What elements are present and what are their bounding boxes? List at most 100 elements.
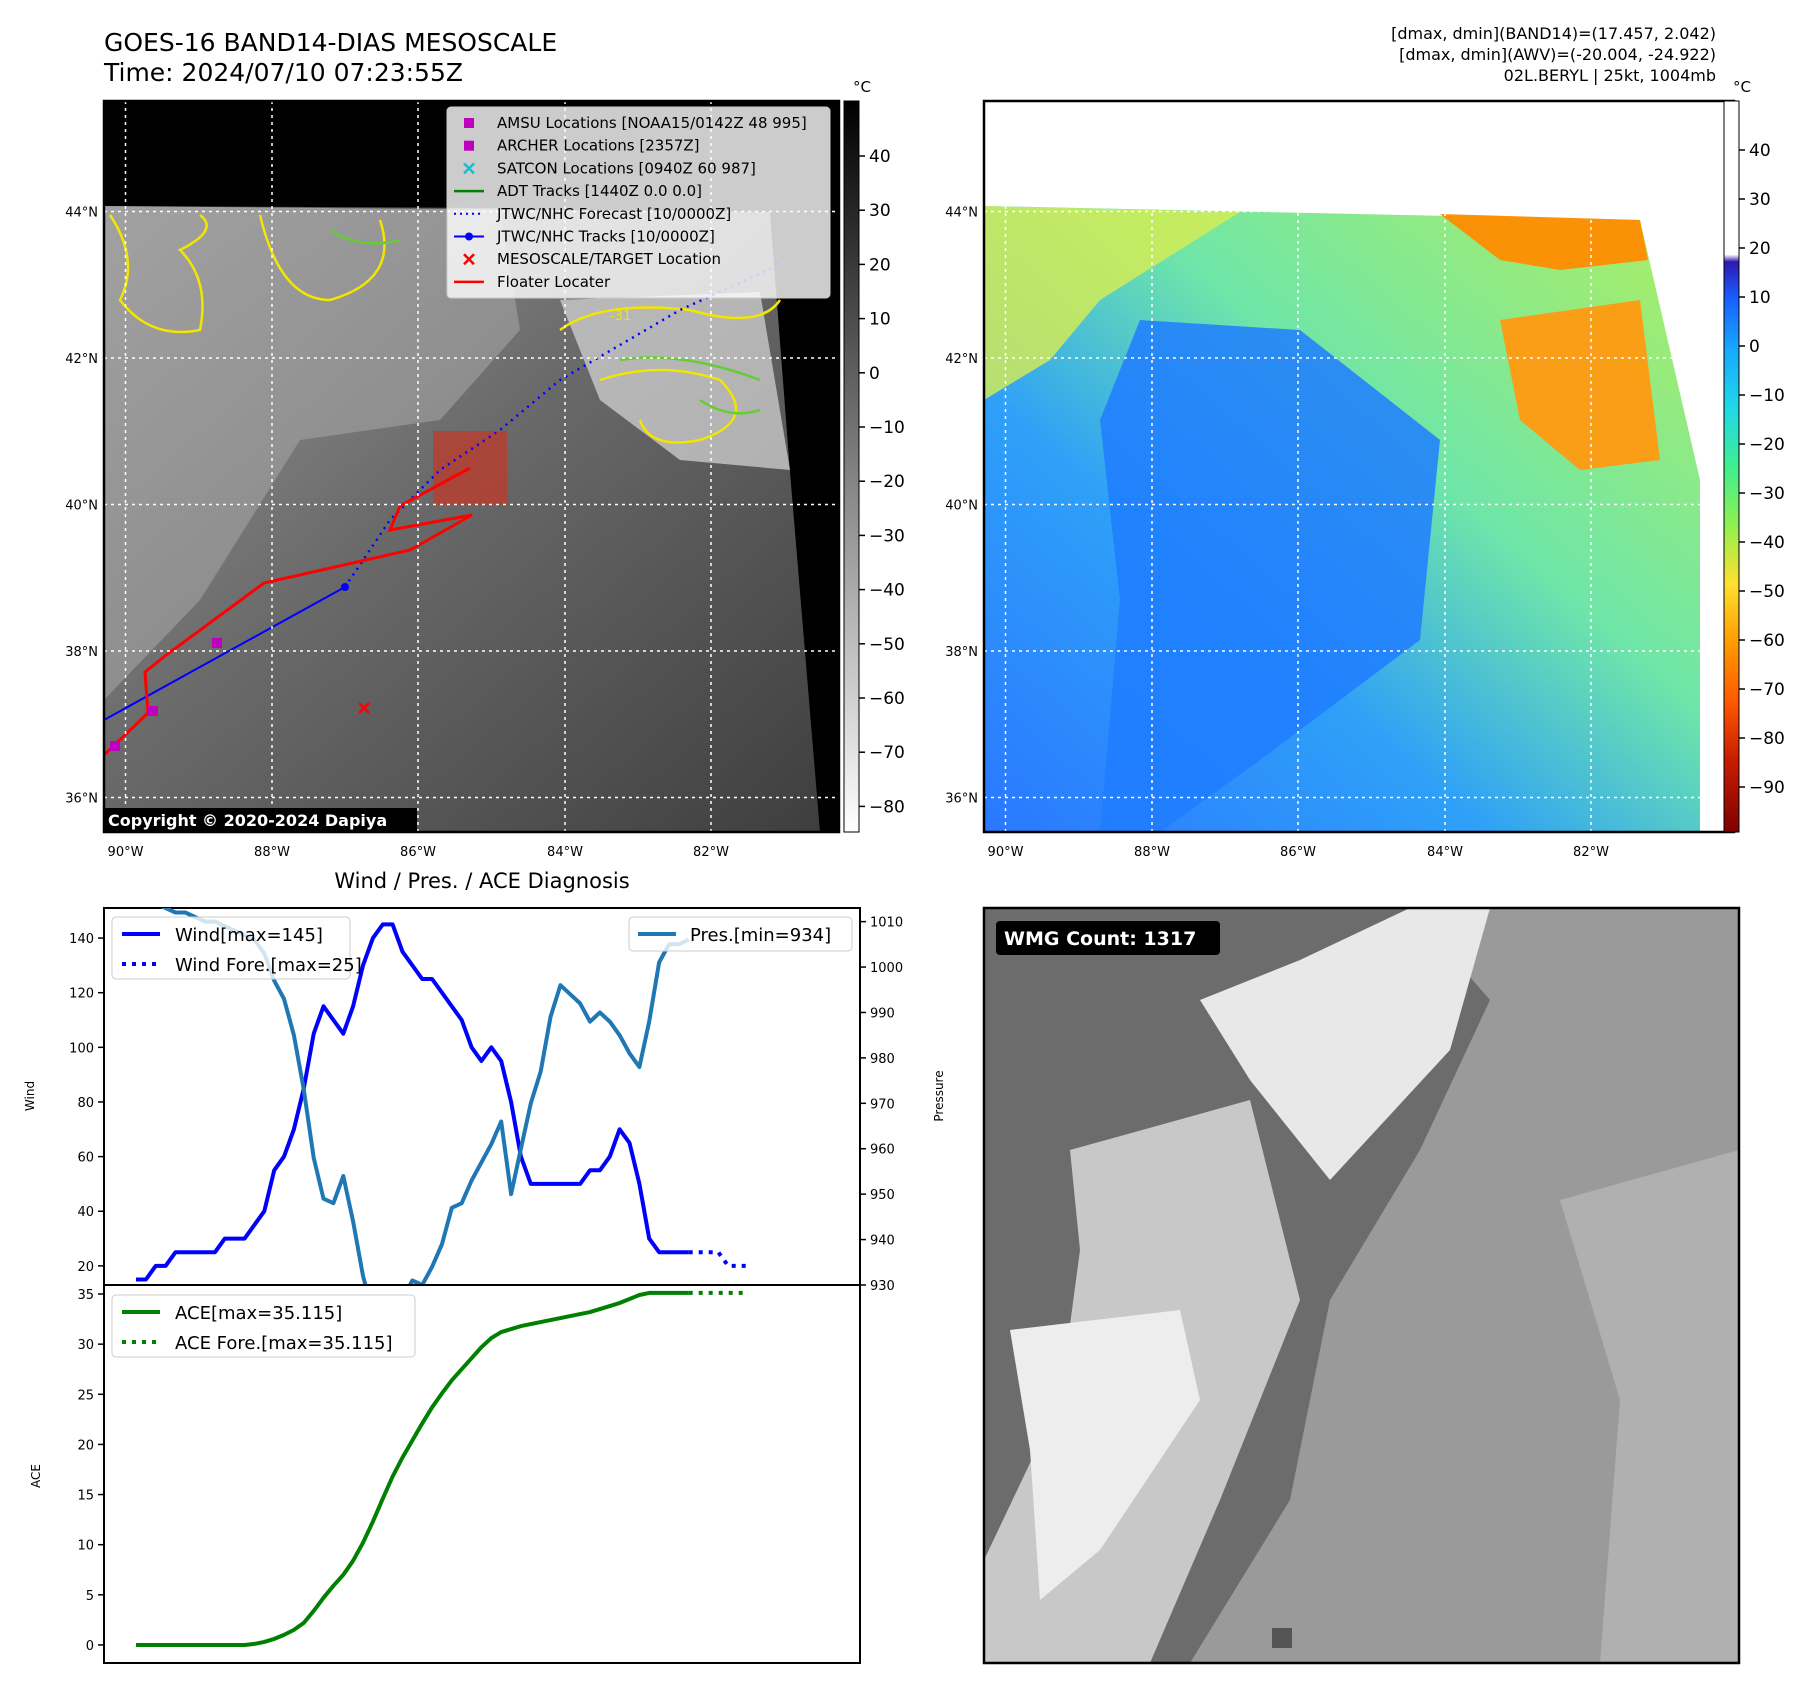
ace-y-ticks: 0 5 10 15 20 25 30 35: [77, 1288, 104, 1654]
colorbar-tick-label: −80: [869, 797, 905, 817]
archer-marker: [148, 706, 158, 716]
wmg-count-box: [996, 921, 1220, 955]
y-tick-label: 60: [77, 1151, 94, 1166]
wmg-dark-pixel: [1272, 1628, 1292, 1648]
colorbar-tick-label: 10: [1749, 288, 1771, 308]
legend-marker: [464, 118, 474, 128]
legend-label: JTWC/NHC Tracks [10/0000Z]: [496, 228, 715, 246]
archer-marker: [212, 638, 222, 648]
y-tick-label: 30: [77, 1338, 94, 1353]
ace-axis-label: ACE: [29, 1464, 43, 1488]
y-tick-label: 940: [870, 1234, 895, 1249]
right-lat-label: 44°N: [945, 206, 978, 221]
wind-series-group: [136, 922, 748, 1282]
left-lon-label: 82°W: [693, 845, 729, 860]
left-lat-label: 36°N: [65, 792, 98, 807]
y-tick-label: 980: [870, 1052, 895, 1067]
pressure-legend-label: Pres.[min=934]: [690, 925, 831, 946]
left-colorbar: °C 40 30 20 10 0 −10 −20 −30 −40 −50 −60 −70 −80: [843, 78, 905, 833]
colorbar-tick-label: 10: [869, 310, 891, 330]
pressure-legend: [628, 916, 853, 952]
wmg-frame: [982, 906, 1741, 1665]
pressure-axis-label: Pressure: [932, 1070, 946, 1121]
colorbar-tick-label: −70: [869, 743, 905, 763]
mesoscale-target-marker: [358, 702, 370, 714]
ace-series-group: [136, 1290, 748, 1647]
colorbar-tick-label: 40: [1749, 141, 1771, 161]
right-lon-labels: 90°W 88°W 86°W 84°W 82°W: [988, 845, 1610, 860]
left-lat-label: 44°N: [65, 206, 98, 221]
y-tick-label: 35: [77, 1288, 94, 1303]
y-tick-label: 20: [77, 1260, 94, 1275]
y-tick-label: 20: [77, 1438, 94, 1453]
colorbar-tick-label: 0: [1749, 337, 1760, 357]
left-lon-label: 86°W: [400, 845, 436, 860]
colorbar-tick-label: 0: [869, 364, 880, 384]
colorbar-tick-label: 30: [869, 201, 891, 221]
copyright-text: Copyright © 2020-2024 Dapiya: [108, 811, 387, 830]
left-colorbar-bar: [843, 100, 860, 833]
colorbar-tick-label: −90: [1749, 778, 1785, 798]
legend-label: AMSU Locations [NOAA15/0142Z 48 995]: [497, 114, 807, 132]
right-lon-label: 86°W: [1280, 845, 1316, 860]
colorbar-tick-label: −40: [869, 581, 905, 601]
right-colorbar-unit: °C: [1733, 78, 1751, 96]
wmg-bright-band-1: [1200, 908, 1490, 1180]
legend-marker: [463, 253, 475, 266]
legend-label: ARCHER Locations [2357Z]: [497, 137, 700, 155]
wmg-panel: WMG Count: 1317: [982, 906, 1741, 1665]
right-lat-label: 36°N: [945, 792, 978, 807]
y-tick-label: 40: [77, 1205, 94, 1220]
series-line: [136, 922, 689, 1282]
contour-label: -31: [610, 309, 631, 324]
wind-pressure-panel: 20 40 60 80 100 120 140 930 940 950 960 970 980 990 1…: [23, 907, 946, 1294]
info-line-1: [dmax, dmin](BAND14)=(17.457, 2.042): [1391, 24, 1716, 43]
left-lon-labels: 90°W 88°W 86°W 84°W 82°W: [108, 845, 730, 860]
wmg-light-edge: [1560, 1150, 1739, 1663]
contour-yellow: [108, 214, 782, 444]
wind-legend: [111, 916, 351, 980]
right-lat-label: 42°N: [945, 352, 978, 367]
wind-legend-label: Wind[max=145]: [175, 925, 323, 946]
awv-warm-band: [984, 206, 1240, 400]
ace-fore-legend-label: ACE Fore.[max=35.115]: [175, 1333, 393, 1354]
info-line-3: 02L.BERYL | 25kt, 1004mb: [1504, 66, 1716, 85]
awv-hot-region-1: [1440, 214, 1648, 270]
y-tick-label: 960: [870, 1143, 895, 1158]
legend-marker: [464, 140, 474, 151]
y-tick-label: 1010: [870, 916, 903, 931]
y-tick-label: 950: [870, 1188, 895, 1203]
y-tick-label: 930: [870, 1279, 895, 1294]
series-line: [136, 1290, 689, 1647]
y-tick-label: 15: [77, 1489, 94, 1504]
wind-axis-label: Wind: [23, 1081, 37, 1111]
colorbar-tick-label: −10: [869, 418, 905, 438]
left-lat-label: 38°N: [65, 645, 98, 660]
pressure-y-ticks: 930 940 950 960 970 980 990 1000 1010: [860, 916, 903, 1294]
map-legend-items: AMSU Locations [NOAA15/0142Z 48 995] ARCH…: [454, 114, 807, 291]
y-tick-label: 140: [69, 932, 94, 947]
jtwc-track: [104, 586, 346, 721]
right-lat-labels: 44°N 42°N 40°N 38°N 36°N: [945, 206, 978, 807]
colorbar-tick-label: −40: [1749, 533, 1785, 553]
legend-marker: [465, 232, 473, 241]
awv-hot-region-2: [1500, 300, 1660, 470]
ace-legend: [111, 1294, 416, 1358]
colorbar-tick-label: −10: [1749, 386, 1785, 406]
figure-title: GOES-16 BAND14-DIAS MESOSCALE: [104, 28, 557, 57]
floater-locater-track: [104, 466, 473, 757]
colorbar-tick-label: −50: [1749, 582, 1785, 602]
amsu-marker: [110, 741, 120, 751]
right-lat-label: 38°N: [945, 645, 978, 660]
y-tick-label: 80: [77, 1096, 94, 1111]
y-tick-label: 120: [69, 987, 94, 1002]
colorbar-tick-label: −80: [1749, 729, 1785, 749]
awv-dry-core: [1100, 320, 1440, 832]
right-lon-label: 90°W: [988, 845, 1024, 860]
cold-cloud-region: [560, 292, 790, 470]
colorbar-tick-label: −60: [1749, 631, 1785, 651]
y-tick-label: 25: [77, 1388, 94, 1403]
y-tick-label: 1000: [870, 961, 903, 976]
wind-y-ticks: 20 40 60 80 100 120 140: [69, 932, 104, 1275]
